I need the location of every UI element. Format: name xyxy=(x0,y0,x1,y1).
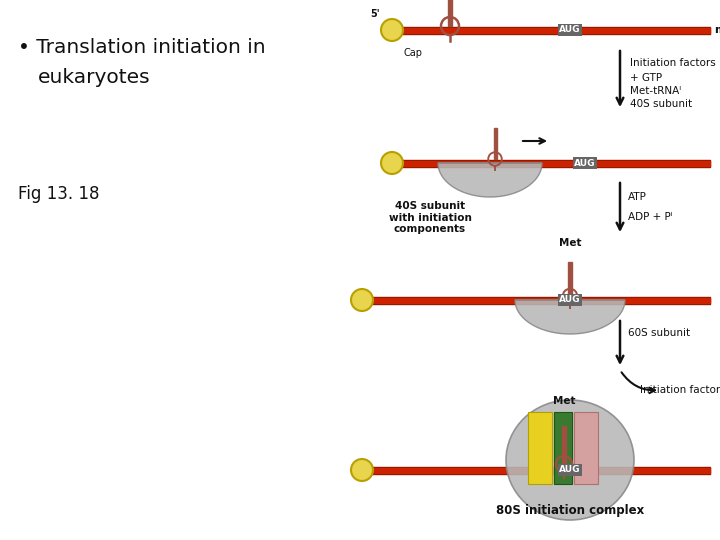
Polygon shape xyxy=(515,300,625,334)
Text: ADP + Pᴵ: ADP + Pᴵ xyxy=(628,212,672,222)
Text: AUG: AUG xyxy=(559,25,581,35)
Text: AUG: AUG xyxy=(575,159,595,167)
Text: + GTP: + GTP xyxy=(630,73,662,83)
Circle shape xyxy=(381,19,403,41)
Text: Cap: Cap xyxy=(404,48,423,58)
Text: 80S initiation complex: 80S initiation complex xyxy=(496,504,644,517)
Text: eukaryotes: eukaryotes xyxy=(38,68,150,87)
Text: mRNA: mRNA xyxy=(714,25,720,35)
Text: 60S subunit: 60S subunit xyxy=(628,328,690,338)
Circle shape xyxy=(351,289,373,311)
Text: Met-tRNAᴵ: Met-tRNAᴵ xyxy=(630,86,681,96)
Text: Fig 13. 18: Fig 13. 18 xyxy=(18,185,99,203)
Bar xyxy=(574,412,598,484)
Text: Met: Met xyxy=(553,396,575,406)
Text: 5': 5' xyxy=(370,9,380,19)
Text: Initiation factors: Initiation factors xyxy=(640,385,720,395)
Text: • Translation initiation in: • Translation initiation in xyxy=(18,38,266,57)
Bar xyxy=(562,426,566,464)
Text: AUG: AUG xyxy=(559,465,581,475)
Circle shape xyxy=(381,152,403,174)
Bar xyxy=(493,127,497,159)
Bar xyxy=(554,412,572,484)
Bar xyxy=(528,412,552,484)
Text: Initiation factors: Initiation factors xyxy=(630,58,716,68)
Circle shape xyxy=(351,459,373,481)
Text: 40S subunit: 40S subunit xyxy=(630,99,692,109)
Bar xyxy=(448,0,452,26)
Bar xyxy=(568,262,572,296)
Ellipse shape xyxy=(506,400,634,520)
Text: AUG: AUG xyxy=(559,295,581,305)
Text: 40S subunit
with initiation
components: 40S subunit with initiation components xyxy=(389,201,472,234)
Text: ATP: ATP xyxy=(628,192,647,202)
Text: Met: Met xyxy=(559,238,581,248)
Polygon shape xyxy=(438,163,542,197)
